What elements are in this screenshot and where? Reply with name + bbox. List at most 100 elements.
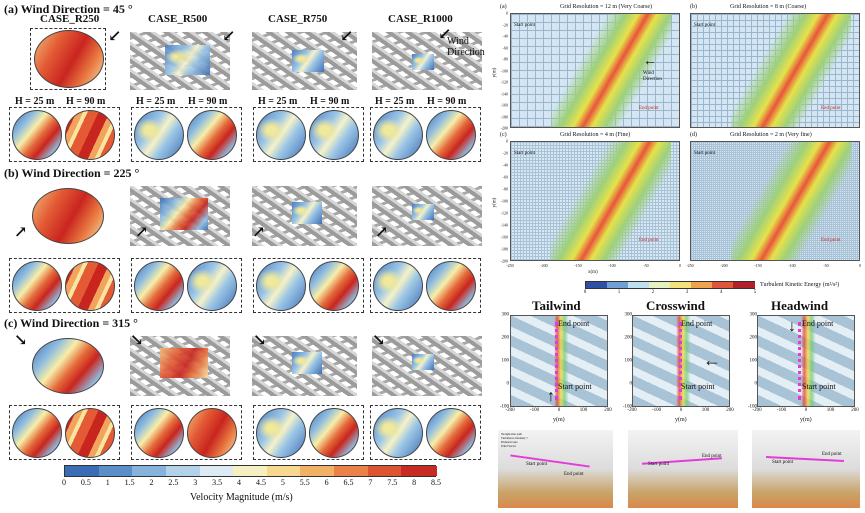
tick-label: -200 bbox=[505, 408, 515, 413]
wind-arrow-icon: ↘ bbox=[14, 332, 28, 349]
tick-label: -160 bbox=[500, 234, 508, 240]
case-title-r1000: CASE_R1000 bbox=[388, 13, 453, 25]
start-point-label: Start point bbox=[802, 382, 836, 391]
planned-route bbox=[798, 322, 803, 400]
tick-label: -60 bbox=[502, 45, 508, 50]
slice-r250-90m bbox=[65, 110, 115, 160]
panel-title-d: Grid Resolution = 2 m (Very fine) bbox=[730, 132, 812, 138]
colorbar-segment bbox=[233, 466, 269, 476]
tick-label: -60 bbox=[502, 174, 508, 180]
slice-r250-90m-c bbox=[65, 408, 115, 458]
wind-direction-label: Wind Direction bbox=[643, 71, 662, 82]
circle-box bbox=[131, 405, 242, 460]
case-title-r500: CASE_R500 bbox=[148, 13, 208, 25]
tke-plume bbox=[731, 14, 851, 127]
tick-label: 4.5 bbox=[255, 478, 266, 487]
slice-r250-25m-c bbox=[12, 408, 62, 458]
tick-label: 1.5 bbox=[124, 478, 135, 487]
tke-colorbar-ticks: 0 1 2 3 4 5 bbox=[584, 290, 757, 297]
tick-label: -250 bbox=[686, 263, 694, 268]
slice-r500-25m-b bbox=[134, 261, 184, 311]
slice-r250-25m bbox=[12, 110, 62, 160]
panel-title-a: Grid Resolution = 12 m (Very Coarse) bbox=[560, 4, 653, 10]
tick-label: 1 bbox=[617, 290, 621, 295]
tick-label: 1 bbox=[105, 478, 110, 487]
height-label-90: H = 90 m bbox=[310, 96, 350, 107]
circle-box bbox=[9, 405, 120, 460]
tick-label: -50 bbox=[823, 263, 829, 268]
wind-direction-label: Wind Direction bbox=[447, 36, 485, 58]
tick-label: -100 bbox=[776, 408, 787, 413]
wind-arrow-icon: ↗ bbox=[14, 224, 28, 241]
colorbar-segment bbox=[65, 466, 101, 476]
path-yticks-tailwind: 300 200 100 0 -100 bbox=[496, 313, 509, 410]
tick-label: -200 bbox=[500, 258, 508, 264]
section-title-c: (c) Wind Direction = 315 ° bbox=[4, 316, 138, 330]
tick-label: 6 bbox=[324, 478, 329, 487]
tick-label: -100 bbox=[651, 408, 662, 413]
wind-arrow-icon: ↘ bbox=[253, 332, 267, 349]
path-xticks-headwind: -200 -100 0 100 200 bbox=[752, 408, 858, 415]
tke-yticks-c: 0 -20 -40 -60 -80 -100 -120 -140 -160 -180 -200 bbox=[494, 138, 508, 264]
tke-panel-b: Start point End point bbox=[690, 13, 860, 128]
tick-label: -100 bbox=[499, 404, 509, 410]
tick-label: 0 bbox=[754, 381, 758, 387]
tick-label: 2 bbox=[651, 290, 655, 295]
tick-label: -200 bbox=[752, 408, 762, 413]
wind-arrow-icon: ↑ bbox=[547, 388, 555, 405]
path-xlabel: y(m) bbox=[800, 417, 812, 423]
tick-label: 0.5 bbox=[80, 478, 91, 487]
slice-r1000-25m-b bbox=[373, 261, 423, 311]
height-label-25: H = 25 m bbox=[375, 96, 415, 107]
wind-arrow-icon: ↙ bbox=[340, 28, 354, 45]
circle-box bbox=[9, 258, 120, 313]
tick-label: 0 bbox=[506, 138, 508, 144]
colorbar-segment bbox=[712, 282, 734, 288]
tick-label: 0 bbox=[679, 408, 683, 413]
planned-route bbox=[555, 322, 560, 400]
tick-label: 6.5 bbox=[343, 478, 354, 487]
panel-tag-a: (a) bbox=[500, 4, 507, 10]
wind-arrow-icon: ↙ bbox=[438, 26, 452, 43]
start-point-label: Start point bbox=[694, 151, 715, 156]
slice-r1000-90m-b bbox=[426, 261, 476, 311]
tick-label: 100 bbox=[826, 408, 835, 413]
slice-r1000-90m bbox=[426, 110, 476, 160]
velocity-colorbar bbox=[64, 465, 437, 477]
path-xlabel: y(m) bbox=[553, 417, 565, 423]
path-yticks-headwind: 300 200 100 0 -100 bbox=[744, 313, 758, 410]
circle-box bbox=[9, 107, 120, 162]
tick-label: 0 bbox=[804, 408, 808, 413]
tick-label: -50 bbox=[643, 263, 649, 268]
tick-label: -200 bbox=[720, 263, 728, 268]
colorbar-segment bbox=[266, 466, 303, 476]
legend-item: Turbulence intensity > bbox=[501, 436, 529, 440]
end-point-label: End point bbox=[681, 319, 713, 328]
colorbar-segment bbox=[649, 282, 671, 288]
tick-label: 5 bbox=[753, 290, 757, 295]
tick-label: 8.5 bbox=[431, 478, 441, 487]
start-point-label: Start point bbox=[526, 462, 547, 467]
slice-r500-90m-b bbox=[187, 261, 237, 311]
tick-label: -40 bbox=[502, 162, 508, 168]
tick-label: 100 bbox=[579, 408, 588, 413]
colorbar-segment bbox=[334, 466, 370, 476]
domain-r750-a bbox=[292, 50, 324, 72]
colorbar-segment bbox=[300, 466, 336, 476]
circle-box bbox=[131, 258, 242, 313]
colorbar-segment bbox=[165, 466, 202, 476]
path-title-headwind: Headwind bbox=[771, 298, 829, 313]
panel-title-c: Grid Resolution = 4 m (Fine) bbox=[560, 132, 631, 138]
tke-yticks-a: 0 -20 -40 -60 -80 -100 -120 -140 -160 -180 -200 bbox=[494, 10, 508, 131]
tick-label: 0 bbox=[506, 10, 508, 16]
tick-label: -100 bbox=[529, 408, 540, 413]
tick-label: 200 bbox=[749, 335, 758, 341]
slice-r1000-25m-c bbox=[373, 408, 423, 458]
colorbar-segment bbox=[367, 466, 404, 476]
tke-xticks-d: -250 -200 -150 -100 -50 0 bbox=[686, 263, 861, 270]
colorbar-segment bbox=[132, 466, 168, 476]
domain-r250-b bbox=[32, 188, 104, 244]
start-point-label: Start point bbox=[648, 462, 669, 467]
slice-r500-90m bbox=[187, 110, 237, 160]
tke-ylabel-c: y(m) bbox=[492, 197, 498, 208]
